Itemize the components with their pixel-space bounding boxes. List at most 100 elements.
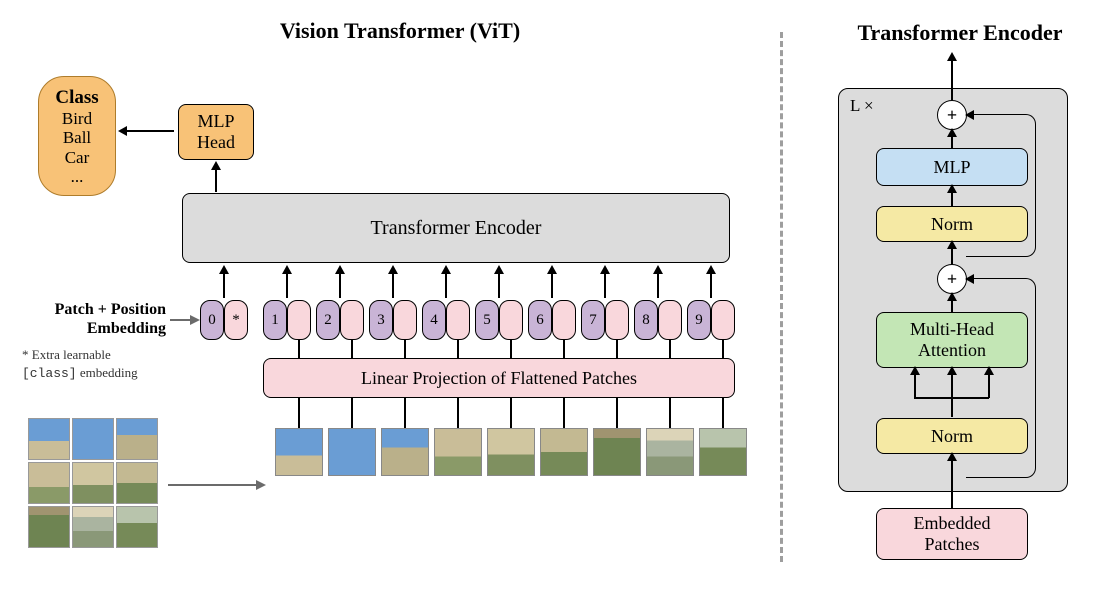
line-patch-t3 — [404, 398, 406, 428]
embedding-label: Patch + Position Embedding — [16, 300, 166, 338]
class-header: Class — [51, 87, 103, 109]
gray-arrow-embed-head — [190, 315, 200, 325]
mini-patch-11 — [72, 462, 114, 504]
arrow-encoder-to-mlp-head — [211, 161, 221, 170]
token-1-num: 1 — [263, 300, 287, 340]
line-proj-t6 — [563, 340, 565, 358]
arrow-t6 — [551, 272, 553, 298]
transformer-encoder-box: Transformer Encoder — [182, 193, 730, 263]
arrow-mha-plus2-h — [947, 292, 957, 301]
arrow-out — [951, 60, 953, 100]
arrow-t5-h — [494, 265, 504, 274]
patch-5 — [487, 428, 535, 476]
class-item-1: Ball — [51, 128, 103, 148]
mini-patch-22 — [116, 506, 158, 548]
line-proj-t9 — [722, 340, 724, 358]
line-proj-t7 — [616, 340, 618, 358]
embedded-patches-block: Embedded Patches — [876, 508, 1028, 560]
mini-patch-20 — [28, 506, 70, 548]
arrow-t7-h — [600, 265, 610, 274]
token-8-num: 8 — [634, 300, 658, 340]
line-patch-t5 — [510, 398, 512, 428]
line-proj-t4 — [457, 340, 459, 358]
lx-label: L × — [850, 96, 874, 116]
arrow-t4-h — [441, 265, 451, 274]
norm-bottom-block: Norm — [876, 418, 1028, 454]
skip-top-h — [965, 110, 974, 120]
token-3-num: 3 — [369, 300, 393, 340]
footnote-suffix: embedding — [77, 365, 138, 380]
gray-arrow-patches — [168, 484, 258, 486]
gray-arrow-embed — [170, 319, 192, 321]
line-proj-t1 — [298, 340, 300, 358]
line-patch-t6 — [563, 398, 565, 428]
arrow-t5 — [498, 272, 500, 298]
line-patch-t8 — [669, 398, 671, 428]
arrow-t3-h — [388, 265, 398, 274]
line-patch-t4 — [457, 398, 459, 428]
token-6-num: 6 — [528, 300, 552, 340]
skip-bottom-h — [965, 274, 974, 284]
class-output-box: Class Bird Ball Car ... — [38, 76, 116, 196]
mlp-block: MLP — [876, 148, 1028, 186]
line-patch-t9 — [722, 398, 724, 428]
mini-patch-01 — [72, 418, 114, 460]
arrow-t1 — [286, 272, 288, 298]
arrow-plus2-norm1-h — [947, 240, 957, 249]
arrow-t4 — [445, 272, 447, 298]
mini-patch-00 — [28, 418, 70, 460]
patch-2 — [328, 428, 376, 476]
patch-6 — [540, 428, 588, 476]
token-2-num: 2 — [316, 300, 340, 340]
mha-block: Multi-Head Attention — [876, 312, 1028, 368]
line-patch-t7 — [616, 398, 618, 428]
left-title: Vision Transformer (ViT) — [220, 18, 580, 44]
arrow-encoder-to-mlp — [215, 168, 217, 192]
class-item-0: Bird — [51, 109, 103, 129]
patch-9 — [699, 428, 747, 476]
arrow-t3 — [392, 272, 394, 298]
arrow-norm1-mlp-h — [947, 184, 957, 193]
line-proj-t5 — [510, 340, 512, 358]
triple-3-h — [984, 366, 994, 375]
token-9-emb — [711, 300, 735, 340]
arrow-mlp-to-class — [126, 130, 174, 132]
mini-patch-12 — [116, 462, 158, 504]
line-patch-t2 — [351, 398, 353, 428]
norm-top-block: Norm — [876, 206, 1028, 242]
patch-8 — [646, 428, 694, 476]
arrow-token0-up-head — [219, 265, 229, 274]
arrow-t1-h — [282, 265, 292, 274]
line-proj-t8 — [669, 340, 671, 358]
token-7-emb — [605, 300, 629, 340]
token-1-emb — [287, 300, 311, 340]
patch-7 — [593, 428, 641, 476]
token-9-num: 9 — [687, 300, 711, 340]
token-2-emb — [340, 300, 364, 340]
linear-projection-box: Linear Projection of Flattened Patches — [263, 358, 735, 398]
arrow-emb-norm2 — [951, 454, 953, 508]
token-6-emb — [552, 300, 576, 340]
patch-4 — [434, 428, 482, 476]
token-7-num: 7 — [581, 300, 605, 340]
token-4-emb — [446, 300, 470, 340]
arrow-token0-up — [223, 272, 225, 298]
patch-3 — [381, 428, 429, 476]
plus-top: + — [937, 100, 967, 130]
token-8-emb — [658, 300, 682, 340]
token-4-num: 4 — [422, 300, 446, 340]
line-patch-t1 — [298, 398, 300, 428]
token-0-num: 0 — [200, 300, 224, 340]
arrow-t7 — [604, 272, 606, 298]
token-3-emb — [393, 300, 417, 340]
vertical-divider — [780, 32, 783, 562]
triple-2-h — [947, 366, 957, 375]
arrow-emb-norm2-h — [947, 452, 957, 461]
class-item-2: Car — [51, 148, 103, 168]
line-proj-t3 — [404, 340, 406, 358]
arrow-t2 — [339, 272, 341, 298]
gray-arrow-patches-head — [256, 480, 266, 490]
arrow-mlp-plus-h — [947, 128, 957, 137]
footnote: * Extra learnable [class] embedding — [22, 346, 202, 382]
token-5-emb — [499, 300, 523, 340]
